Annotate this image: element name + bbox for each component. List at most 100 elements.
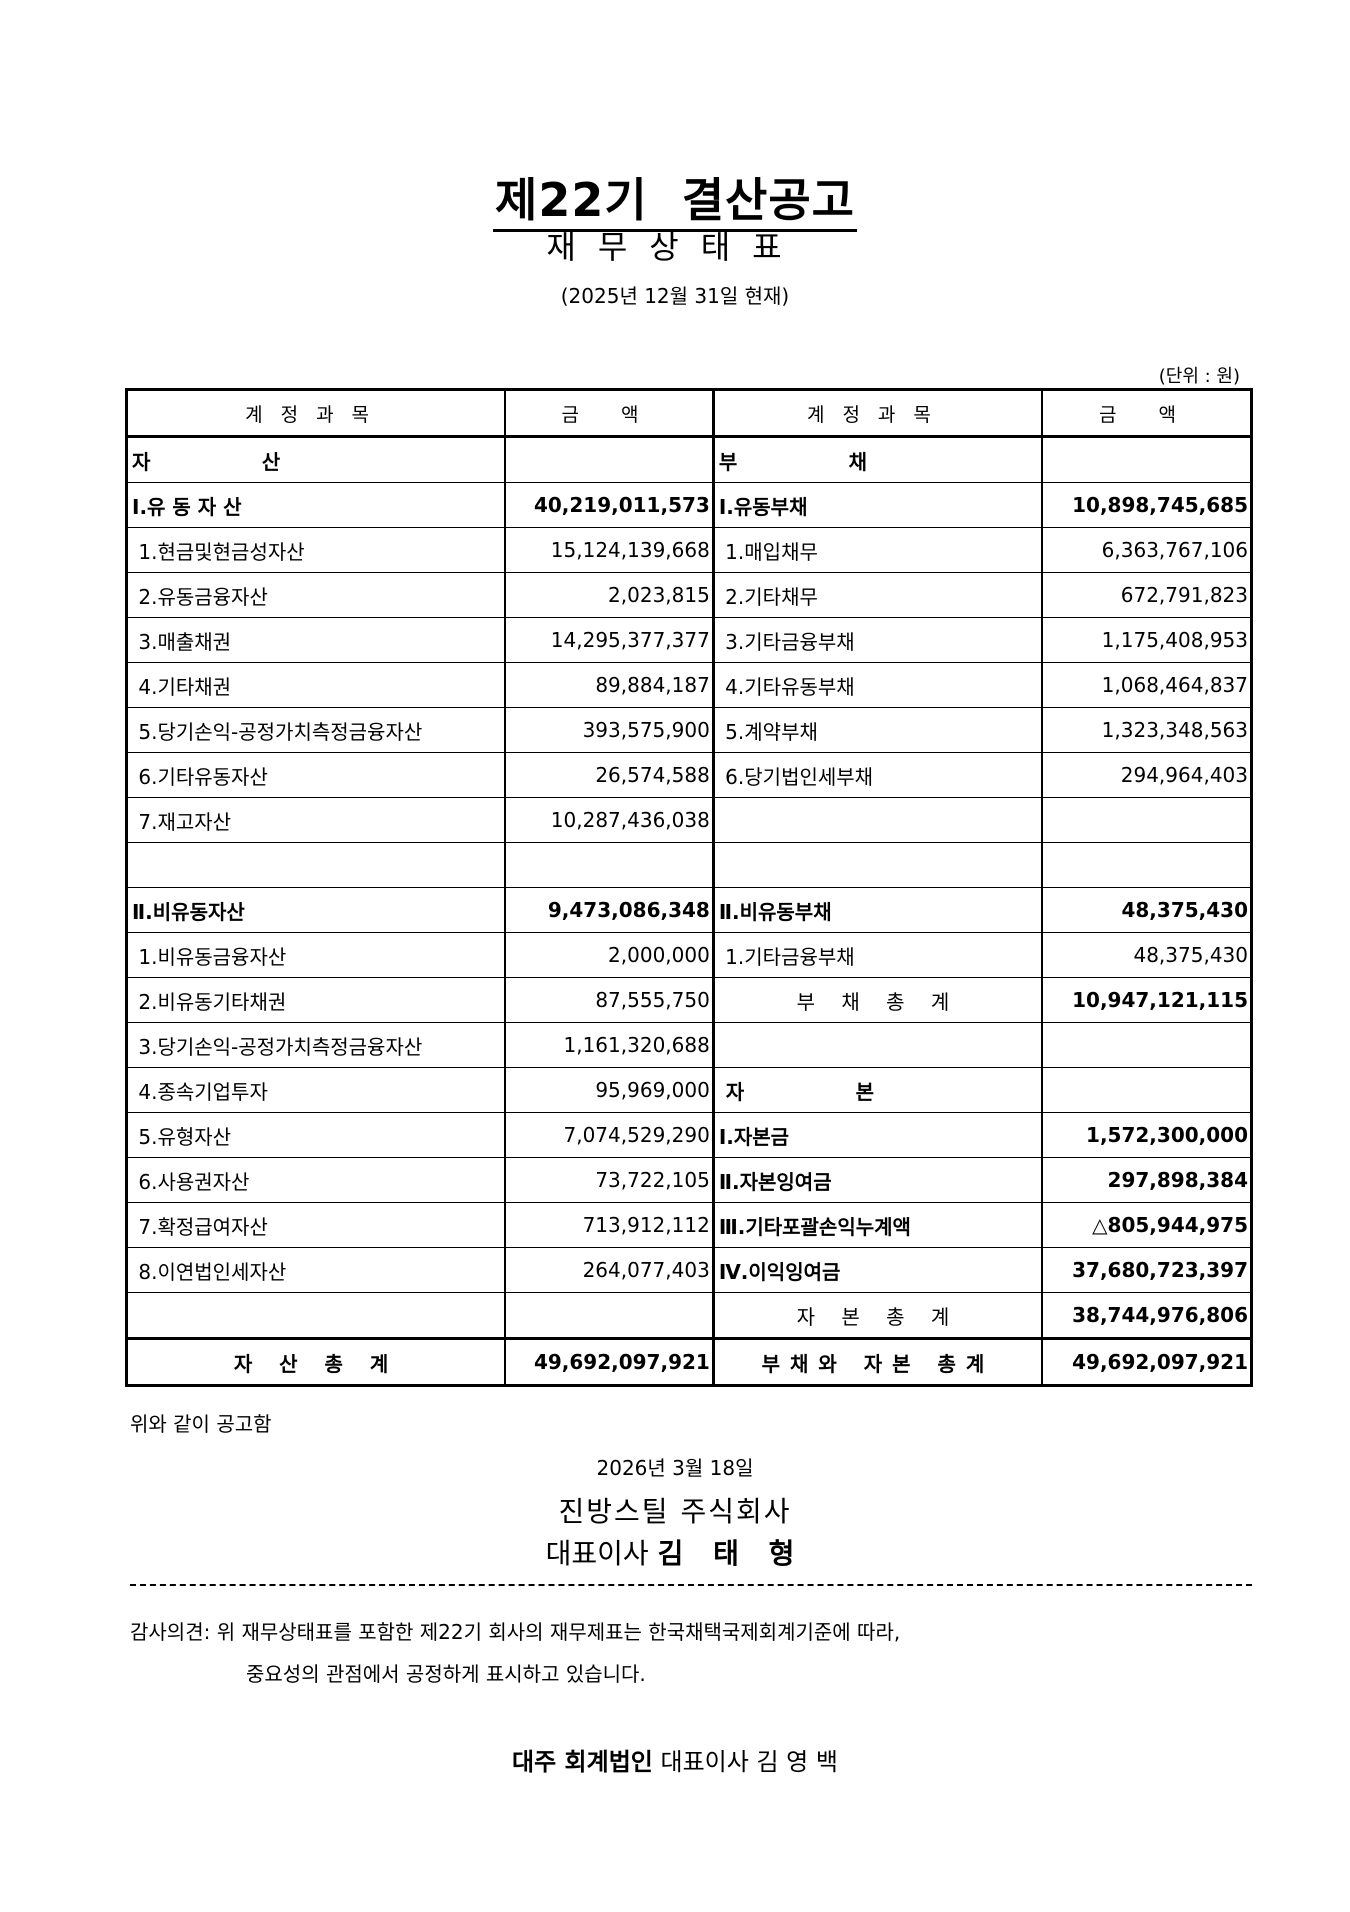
liability-equity-amount	[1041, 842, 1253, 888]
table-row: 8.이연법인세자산 264,077,403 Ⅳ.이익잉여금 37,680,723,39…	[126, 1247, 1253, 1293]
liability-equity-account: 부 채	[712, 436, 1044, 483]
asset-amount: 40,219,011,573	[504, 482, 715, 528]
total-row: 자 산 총 계 49,692,097,921 부채와 자본 총계 49,692,097…	[126, 1337, 1253, 1386]
liability-equity-amount: 10,947,121,115	[1041, 977, 1253, 1023]
liability-equity-account: 2.기타채무	[712, 572, 1044, 618]
liability-equity-account: 1.기타금융부채	[712, 932, 1044, 978]
asset-amount: 10,287,436,038	[504, 797, 715, 843]
liability-equity-amount: 10,898,745,685	[1041, 482, 1253, 528]
table-row: 3.매출채권 14,295,377,377 3.기타금융부채 1,175,408,9…	[126, 617, 1253, 663]
liability-equity-account: Ⅳ.이익잉여금	[712, 1247, 1044, 1293]
asset-account	[126, 842, 507, 888]
total-liabilities-equity-amount: 49,692,097,921	[1041, 1337, 1253, 1386]
asset-amount: 713,912,112	[504, 1202, 715, 1248]
asset-account: 5.유형자산	[126, 1112, 507, 1158]
liability-equity-account: Ⅱ.자본잉여금	[712, 1157, 1044, 1203]
asset-account: 2.비유동기타채권	[126, 977, 507, 1023]
liability-equity-amount: △805,944,975	[1041, 1202, 1253, 1248]
table-row: 5.유형자산 7,074,529,290 Ⅰ.자본금 1,572,300,000	[126, 1112, 1253, 1158]
table-row: 7.재고자산 10,287,436,038	[126, 797, 1253, 843]
liability-equity-amount: 294,964,403	[1041, 752, 1253, 798]
liability-equity-account: Ⅰ.유동부채	[712, 482, 1044, 528]
auditor-signature: 대주 회계법인 대표이사 김 영 백	[0, 1742, 1350, 1777]
company-name: 진방스틸 주식회사	[558, 1495, 792, 1528]
announcement-date: 2026년 3월 18일	[596, 1456, 754, 1480]
liability-equity-amount	[1041, 1022, 1253, 1068]
asset-account: 7.확정급여자산	[126, 1202, 507, 1248]
table-row: 5.당기손익-공정가치측정금융자산 393,575,900 5.계약부채 1,323…	[126, 707, 1253, 753]
table-row: 2.유동금융자산 2,023,815 2.기타채무 672,791,823	[126, 572, 1253, 618]
asset-amount: 14,295,377,377	[504, 617, 715, 663]
asset-account: 3.당기손익-공정가치측정금융자산	[126, 1022, 507, 1068]
liability-equity-account: 4.기타유동부채	[712, 662, 1044, 708]
asset-amount: 95,969,000	[504, 1067, 715, 1113]
asset-amount: 2,000,000	[504, 932, 715, 978]
page-title: 제22기 결산공고	[0, 164, 1350, 232]
table-row: 4.종속기업투자 95,969,000 자 본	[126, 1067, 1253, 1113]
table-row: 1.현금및현금성자산 15,124,139,668 1.매입채무 6,363,767…	[126, 527, 1253, 573]
total-assets-amount: 49,692,097,921	[504, 1337, 715, 1386]
liability-equity-account: 자 본 총 계	[712, 1292, 1044, 1339]
table-row: 6.사용권자산 73,722,105 Ⅱ.자본잉여금 297,898,384	[126, 1157, 1253, 1203]
liability-equity-amount: 1,323,348,563	[1041, 707, 1253, 753]
asset-account: 2.유동금융자산	[126, 572, 507, 618]
column-header-amount-left: 금 액	[504, 389, 715, 438]
table-row: 1.비유동금융자산 2,000,000 1.기타금융부채 48,375,430	[126, 932, 1253, 978]
statement-subtitle: 재무상태표	[546, 228, 804, 266]
liability-equity-account: 1.매입채무	[712, 527, 1044, 573]
column-header-amount-right: 금 액	[1041, 389, 1253, 438]
ceo-name: 김 태 형	[657, 1537, 805, 1570]
asset-account: 6.사용권자산	[126, 1157, 507, 1203]
liability-equity-account: 부 채 총 계	[712, 977, 1044, 1023]
asset-amount	[504, 436, 715, 483]
liability-equity-amount: 1,572,300,000	[1041, 1112, 1253, 1158]
asset-account: 3.매출채권	[126, 617, 507, 663]
asset-account	[126, 1292, 507, 1339]
column-header-account-right: 계정과목	[712, 389, 1044, 438]
audit-opinion-line-2: 중요성의 관점에서 공정하게 표시하고 있습니다.	[246, 1662, 646, 1686]
liability-equity-account	[712, 1022, 1044, 1068]
liability-equity-account: 5.계약부채	[712, 707, 1044, 753]
dashed-divider	[130, 1584, 1252, 1586]
liability-equity-account: 3.기타금융부채	[712, 617, 1044, 663]
liability-equity-amount	[1041, 1067, 1253, 1113]
asset-amount	[504, 1292, 715, 1339]
asset-amount: 1,161,320,688	[504, 1022, 715, 1068]
as-of-date: (2025년 12월 31일 현재)	[560, 284, 790, 308]
liability-equity-amount	[1041, 797, 1253, 843]
liability-equity-account	[712, 797, 1044, 843]
unit-label: (단위 : 원)	[1158, 366, 1240, 387]
liability-equity-amount: 38,744,976,806	[1041, 1292, 1253, 1339]
asset-account: 5.당기손익-공정가치측정금융자산	[126, 707, 507, 753]
liability-equity-amount: 297,898,384	[1041, 1157, 1253, 1203]
asset-account: Ⅱ.비유동자산	[126, 887, 507, 933]
table-row: Ⅰ.유 동 자 산 40,219,011,573 Ⅰ.유동부채 10,898,745,…	[126, 482, 1253, 528]
liability-equity-account: Ⅱ.비유동부채	[712, 887, 1044, 933]
asset-amount: 87,555,750	[504, 977, 715, 1023]
asset-account: Ⅰ.유 동 자 산	[126, 482, 507, 528]
asset-account: 4.종속기업투자	[126, 1067, 507, 1113]
ceo-signature: 대표이사 김 태 형	[0, 1532, 1350, 1572]
liability-equity-account: Ⅲ.기타포괄손익누계액	[712, 1202, 1044, 1248]
liability-equity-amount: 6,363,767,106	[1041, 527, 1253, 573]
asset-account: 6.기타유동자산	[126, 752, 507, 798]
column-header-account-left: 계정과목	[126, 389, 507, 438]
asset-amount: 15,124,139,668	[504, 527, 715, 573]
liability-equity-account	[712, 842, 1044, 888]
asset-account: 8.이연법인세자산	[126, 1247, 507, 1293]
auditor-firm: 대주 회계법인	[512, 1748, 653, 1776]
asset-amount: 89,884,187	[504, 662, 715, 708]
asset-account: 자 산	[126, 436, 507, 483]
table-row: 7.확정급여자산 713,912,112 Ⅲ.기타포괄손익누계액 △805,944,9…	[126, 1202, 1253, 1248]
total-liabilities-equity-label: 부채와 자본 총계	[712, 1337, 1044, 1386]
table-header-row: 계정과목 금 액 계정과목 금 액	[126, 389, 1253, 438]
asset-amount: 393,575,900	[504, 707, 715, 753]
asset-amount: 7,074,529,290	[504, 1112, 715, 1158]
liability-equity-amount: 48,375,430	[1041, 887, 1253, 933]
liability-equity-account: 자 본	[712, 1067, 1044, 1113]
auditor-representative: 대표이사 김 영 백	[660, 1748, 838, 1776]
liability-equity-amount	[1041, 436, 1253, 483]
liability-equity-amount: 672,791,823	[1041, 572, 1253, 618]
liability-equity-amount: 48,375,430	[1041, 932, 1253, 978]
